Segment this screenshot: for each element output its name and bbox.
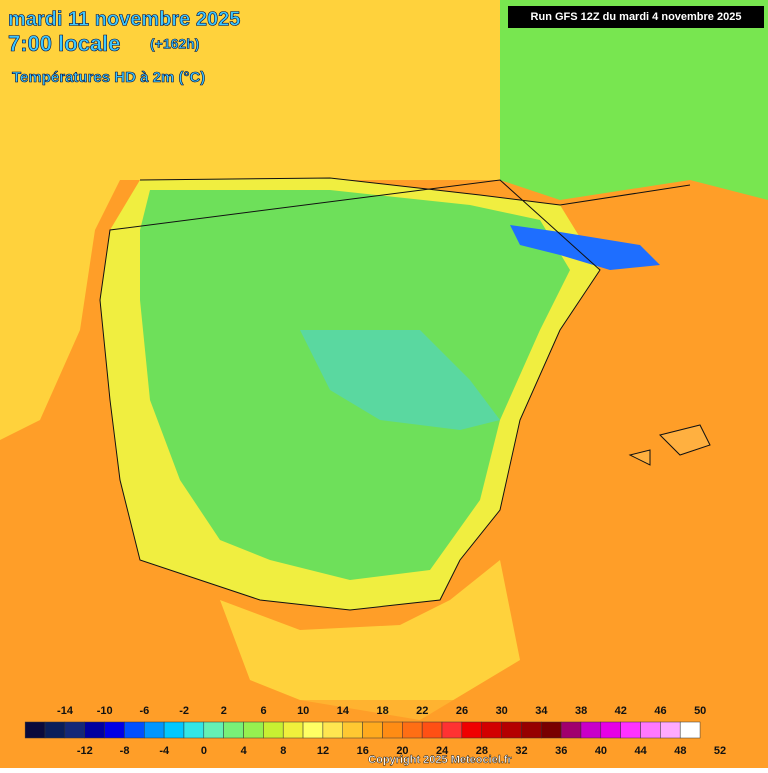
colorbar-label: 38 xyxy=(575,705,587,717)
colorbar-label: 42 xyxy=(615,705,627,717)
colorbar-label: 16 xyxy=(357,745,369,757)
run-info: Run GFS 12Z du mardi 4 novembre 2025 xyxy=(531,11,742,23)
colorbar-label: 24 xyxy=(436,745,449,757)
colorbar-label: 14 xyxy=(337,705,350,717)
colorbar-label: 32 xyxy=(515,745,527,757)
colorbar-cell xyxy=(322,721,343,739)
colorbar-label: 20 xyxy=(396,745,408,757)
colorbar-label: 12 xyxy=(317,745,329,757)
colorbar-cell xyxy=(263,721,284,739)
colorbar-label: 30 xyxy=(496,705,508,717)
colorbar-label: 4 xyxy=(241,745,248,757)
warm-zone xyxy=(0,0,500,440)
date: mardi 11 novembre 2025 xyxy=(8,8,240,30)
colorbar-label: 36 xyxy=(555,745,567,757)
france-zone xyxy=(500,0,768,200)
colorbar-cell xyxy=(501,721,522,739)
colorbar-cell xyxy=(64,721,85,739)
pyrenees-cold xyxy=(510,225,660,270)
time: 7:00 locale xyxy=(8,31,121,56)
colorbar-cell xyxy=(84,721,105,739)
south-zone xyxy=(220,560,520,720)
colorbar-label: 8 xyxy=(280,745,286,757)
colorbar-label: 48 xyxy=(674,745,686,757)
colorbar-cell xyxy=(441,721,463,739)
run-box xyxy=(508,6,764,28)
colorbar-cell xyxy=(679,721,701,739)
colorbar-label: -10 xyxy=(97,705,113,717)
colorbar-label: 46 xyxy=(654,705,666,717)
coastline xyxy=(99,177,691,611)
colorbar-cell xyxy=(600,721,621,739)
colorbar-cell xyxy=(402,721,423,739)
colorbar-cell xyxy=(203,721,224,739)
colorbar-label: 34 xyxy=(535,705,548,717)
colorbar-cell xyxy=(660,721,681,739)
colorbar-label: 52 xyxy=(714,745,726,757)
colorbar-cell xyxy=(481,721,502,739)
colorbar-cell xyxy=(183,721,205,739)
islands xyxy=(628,424,711,466)
colorbar-cell xyxy=(541,721,562,739)
colorbar-cell xyxy=(243,721,264,739)
colorbar-cell xyxy=(24,721,46,739)
colorbar-label: 44 xyxy=(635,745,648,757)
colorbar-label: -12 xyxy=(77,745,93,757)
colorbar-cell xyxy=(124,721,145,739)
colorbar-cell xyxy=(223,721,244,739)
colorbar-cell xyxy=(521,721,542,739)
colorbar-label: 22 xyxy=(416,705,428,717)
colorbar-cell xyxy=(144,721,165,739)
colorbar-label: 2 xyxy=(221,705,227,717)
colorbar-label: -8 xyxy=(120,745,130,757)
colorbar-cell xyxy=(560,721,582,739)
colorbar-cell xyxy=(104,721,125,739)
colorbar-cell xyxy=(342,721,363,739)
colorbar-label: 40 xyxy=(595,745,607,757)
colorbar-label: -6 xyxy=(140,705,150,717)
colorbar-label: 6 xyxy=(260,705,266,717)
copyright: Copyright 2025 Meteociel.fr xyxy=(368,754,512,766)
colorbar-cell xyxy=(44,721,66,739)
colorbar-label: 18 xyxy=(376,705,388,717)
colorbar-cell xyxy=(302,721,324,739)
offset: (+162h) xyxy=(150,36,199,52)
cold-plateau xyxy=(300,330,500,430)
field: Températures HD à 2m (°C) xyxy=(12,69,205,86)
colorbar-cell xyxy=(461,721,482,739)
colorbar-label: 10 xyxy=(297,705,309,717)
colorbar-label: 0 xyxy=(201,745,207,757)
colorbar-cell xyxy=(362,721,383,739)
colorbar-label: -14 xyxy=(57,705,74,717)
colorbar-cell xyxy=(382,721,403,739)
colorbar-cell xyxy=(580,721,602,739)
colorbar-label: 26 xyxy=(456,705,468,717)
colorbar-label: 50 xyxy=(694,705,706,717)
colorbar-cell xyxy=(640,721,661,739)
colorbar-label: -4 xyxy=(159,745,170,757)
colorbar-cell xyxy=(282,721,304,739)
colorbar-cell xyxy=(421,721,443,739)
colorbar-label: -2 xyxy=(179,705,189,717)
colorbar-label: 28 xyxy=(476,745,488,757)
colorbar-cell xyxy=(620,721,641,739)
colorbar-cell xyxy=(163,721,185,739)
